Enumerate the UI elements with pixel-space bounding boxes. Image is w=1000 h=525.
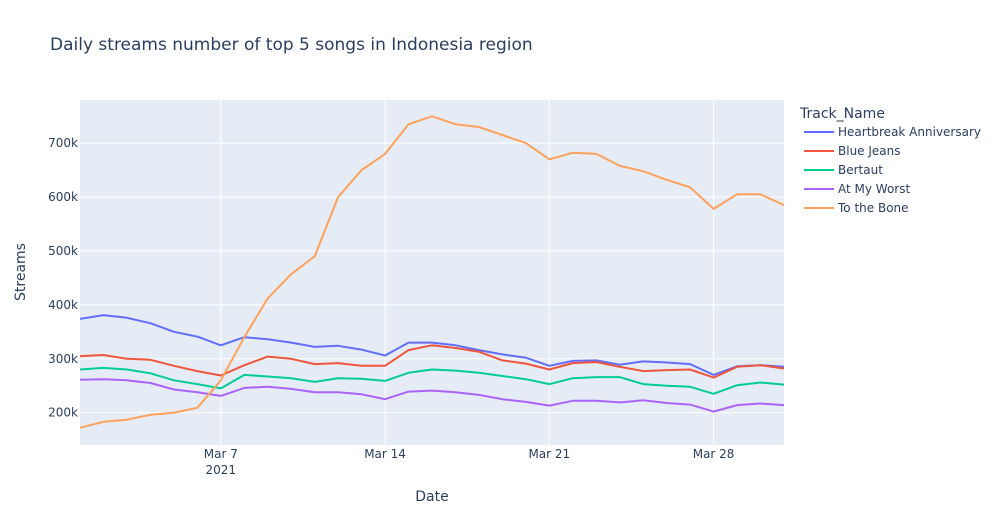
legend-label: To the Bone xyxy=(837,201,909,215)
y-tick-label: 400k xyxy=(48,298,78,312)
legend-label: Bertaut xyxy=(838,163,883,177)
y-tick-label: 300k xyxy=(48,352,78,366)
legend-item[interactable]: To the Bone xyxy=(804,201,909,215)
legend-label: At My Worst xyxy=(838,182,910,196)
x-axis-label: Date xyxy=(415,489,448,505)
legend-item[interactable]: Bertaut xyxy=(804,163,883,177)
x-tick-label: Mar 14 xyxy=(364,447,406,461)
series-line-0 xyxy=(79,314,785,376)
chart-title: Daily streams number of top 5 songs in I… xyxy=(50,35,533,55)
legend-label: Heartbreak Anniversary xyxy=(838,125,981,139)
series-line-2 xyxy=(79,366,785,395)
legend-label: Blue Jeans xyxy=(838,144,901,158)
x-tick-label: Mar 7 xyxy=(204,447,238,461)
y-tick-label: 700k xyxy=(48,136,78,150)
x-tick-year-label: 2021 xyxy=(206,463,237,477)
series-line-4 xyxy=(79,115,785,429)
series-line-1 xyxy=(79,344,785,379)
plot-area xyxy=(80,100,784,445)
series-line-3 xyxy=(79,378,785,413)
y-tick-label: 500k xyxy=(48,244,78,258)
series-lines xyxy=(79,115,785,429)
legend-item[interactable]: Heartbreak Anniversary xyxy=(804,125,981,139)
legend[interactable]: Track_Name Heartbreak Anniversary Blue Je… xyxy=(799,106,981,215)
y-tick-label: 200k xyxy=(48,406,78,420)
legend-title: Track_Name xyxy=(799,106,885,122)
gridlines xyxy=(80,100,784,445)
legend-item[interactable]: Blue Jeans xyxy=(804,144,901,158)
y-axis-label: Streams xyxy=(13,243,29,301)
y-tick-label: 600k xyxy=(48,190,78,204)
legend-item[interactable]: At My Worst xyxy=(804,182,910,196)
x-tick-label: Mar 21 xyxy=(528,447,570,461)
y-axis-ticks: 200k 300k 400k 500k 600k 700k xyxy=(48,136,78,420)
x-axis-ticks: Mar 7 2021 Mar 14 Mar 21 Mar 28 xyxy=(204,447,735,477)
x-tick-label: Mar 28 xyxy=(693,447,735,461)
legend-items[interactable]: Heartbreak Anniversary Blue Jeans Bertaut A… xyxy=(804,125,981,215)
